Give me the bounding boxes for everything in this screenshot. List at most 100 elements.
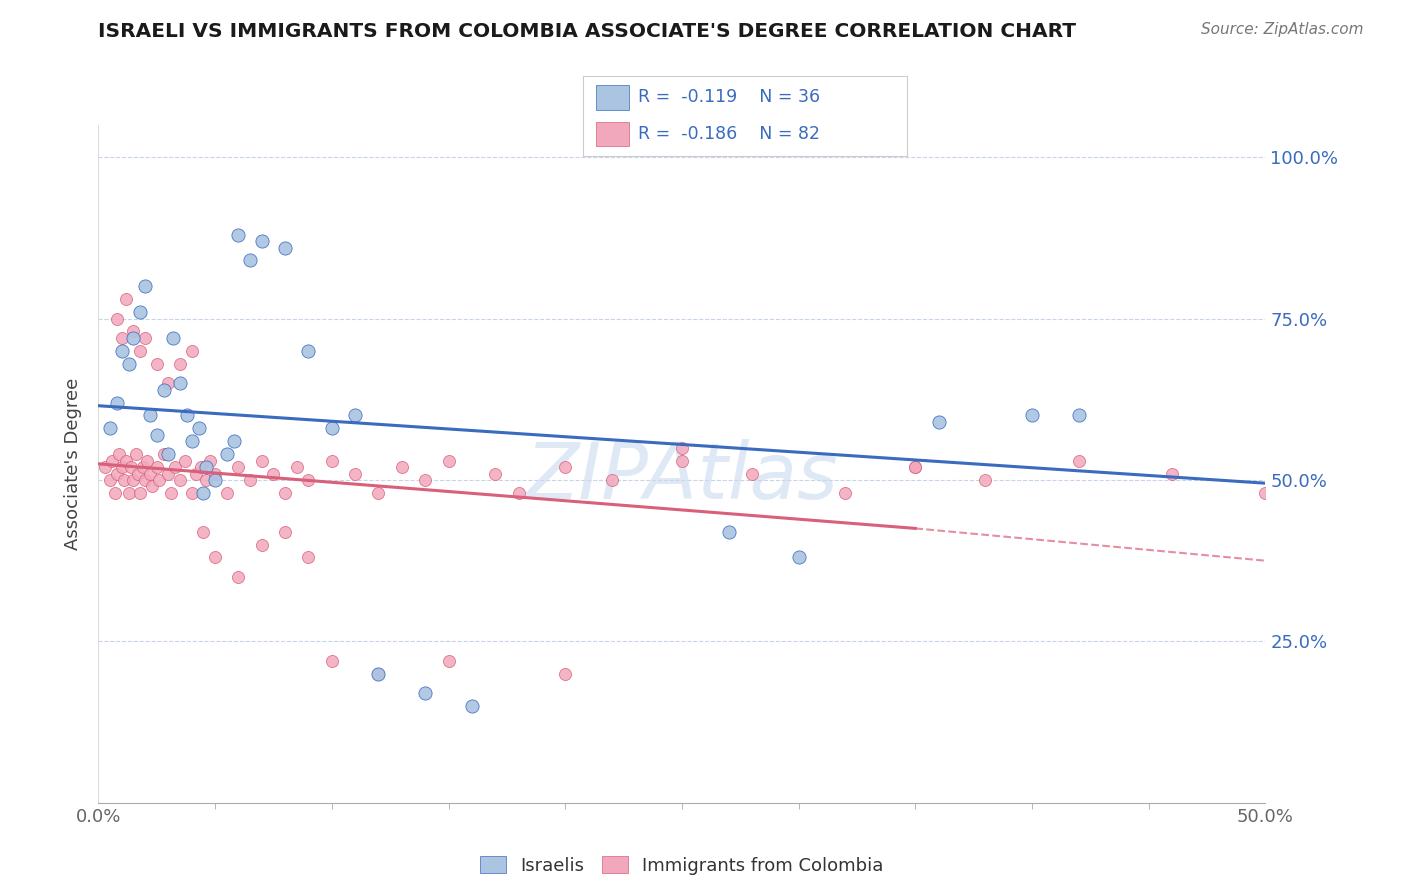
Point bbox=[193, 486, 215, 500]
Point bbox=[152, 447, 174, 461]
Point bbox=[108, 447, 131, 461]
Point bbox=[413, 473, 436, 487]
Point bbox=[274, 241, 297, 255]
Point bbox=[111, 460, 134, 475]
Point bbox=[508, 486, 530, 500]
Point bbox=[391, 460, 413, 475]
Point bbox=[146, 357, 169, 371]
Point bbox=[437, 453, 460, 467]
Point bbox=[321, 654, 343, 668]
Point bbox=[250, 234, 273, 248]
Point bbox=[180, 486, 202, 500]
Text: ZIPAtlas: ZIPAtlas bbox=[526, 440, 838, 516]
Point bbox=[127, 467, 149, 481]
Point bbox=[112, 473, 135, 487]
Point bbox=[146, 427, 169, 442]
Point bbox=[787, 550, 810, 565]
Point bbox=[437, 654, 460, 668]
Point bbox=[274, 486, 297, 500]
Point bbox=[152, 383, 174, 397]
Point bbox=[215, 447, 238, 461]
Point bbox=[717, 524, 740, 539]
Point bbox=[974, 473, 997, 487]
Point bbox=[367, 666, 389, 681]
Point bbox=[928, 415, 950, 429]
Point bbox=[104, 486, 127, 500]
Point bbox=[904, 460, 927, 475]
Point bbox=[165, 460, 187, 475]
Point bbox=[105, 395, 128, 409]
Legend: Israelis, Immigrants from Colombia: Israelis, Immigrants from Colombia bbox=[474, 848, 890, 882]
Point bbox=[94, 460, 117, 475]
Point bbox=[111, 343, 134, 358]
Point bbox=[1067, 409, 1090, 423]
Text: R =  -0.186    N = 82: R = -0.186 N = 82 bbox=[638, 126, 821, 144]
Point bbox=[169, 473, 191, 487]
Point bbox=[141, 479, 163, 493]
Point bbox=[193, 524, 215, 539]
Point bbox=[187, 421, 209, 435]
Point bbox=[129, 305, 152, 319]
Point bbox=[115, 292, 138, 306]
Bar bbox=[596, 86, 628, 110]
Point bbox=[194, 460, 217, 475]
Point bbox=[204, 550, 226, 565]
Point bbox=[162, 331, 184, 345]
Point bbox=[139, 467, 162, 481]
Point bbox=[484, 467, 506, 481]
Point bbox=[671, 441, 693, 455]
Point bbox=[173, 453, 195, 467]
Point bbox=[129, 343, 152, 358]
Point bbox=[157, 376, 180, 391]
Point bbox=[129, 486, 152, 500]
Point bbox=[125, 447, 148, 461]
Point bbox=[239, 473, 262, 487]
Point bbox=[148, 473, 170, 487]
Point bbox=[297, 550, 319, 565]
Point bbox=[186, 467, 208, 481]
Point bbox=[321, 453, 343, 467]
Point bbox=[118, 486, 141, 500]
Point bbox=[297, 473, 319, 487]
Point bbox=[136, 453, 159, 467]
Point bbox=[98, 421, 121, 435]
Point bbox=[120, 460, 142, 475]
Point bbox=[157, 447, 180, 461]
Point bbox=[228, 570, 250, 584]
Point bbox=[180, 343, 202, 358]
Point bbox=[139, 409, 162, 423]
Point bbox=[1067, 453, 1090, 467]
Point bbox=[321, 421, 343, 435]
Point bbox=[122, 473, 145, 487]
Point bbox=[105, 467, 128, 481]
Point bbox=[176, 409, 198, 423]
Point bbox=[146, 460, 169, 475]
Point bbox=[228, 460, 250, 475]
Point bbox=[297, 343, 319, 358]
Point bbox=[741, 467, 763, 481]
Point bbox=[105, 311, 128, 326]
Point bbox=[274, 524, 297, 539]
Point bbox=[101, 453, 124, 467]
Point bbox=[169, 376, 191, 391]
Y-axis label: Associate's Degree: Associate's Degree bbox=[65, 377, 83, 550]
Point bbox=[118, 357, 141, 371]
Point bbox=[367, 666, 389, 681]
Text: ISRAELI VS IMMIGRANTS FROM COLOMBIA ASSOCIATE'S DEGREE CORRELATION CHART: ISRAELI VS IMMIGRANTS FROM COLOMBIA ASSO… bbox=[98, 22, 1077, 41]
Point bbox=[190, 460, 212, 475]
Point bbox=[122, 331, 145, 345]
Point bbox=[554, 460, 576, 475]
Bar bbox=[596, 122, 628, 146]
Point bbox=[239, 253, 262, 268]
Text: Source: ZipAtlas.com: Source: ZipAtlas.com bbox=[1201, 22, 1364, 37]
Point bbox=[222, 434, 245, 449]
Point bbox=[159, 486, 181, 500]
Point bbox=[413, 686, 436, 700]
Point bbox=[554, 666, 576, 681]
Point bbox=[904, 460, 927, 475]
Point bbox=[157, 467, 180, 481]
Point bbox=[122, 325, 145, 339]
Point bbox=[344, 467, 367, 481]
Point bbox=[134, 279, 156, 293]
Point bbox=[215, 486, 238, 500]
